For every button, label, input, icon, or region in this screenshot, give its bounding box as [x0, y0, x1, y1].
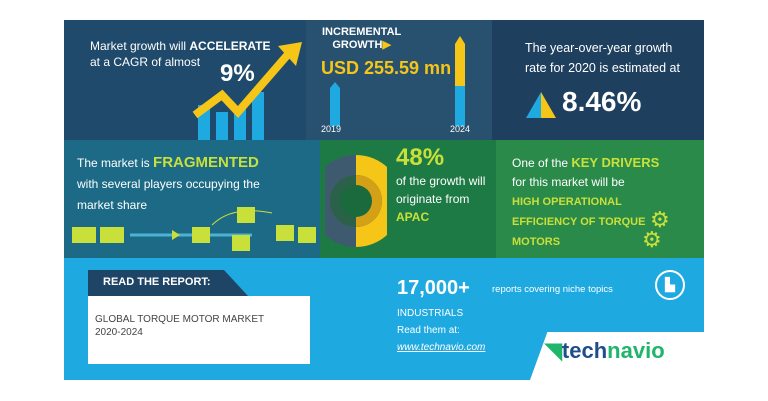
- buildings-icon: [72, 207, 316, 251]
- region-line2: originate from: [396, 192, 470, 206]
- fragmented-line3: market share: [77, 198, 148, 212]
- panel-yoy: [492, 20, 704, 140]
- report-years: 2020-2024: [95, 327, 143, 338]
- read-label: Read them at:: [397, 325, 460, 336]
- logo-bg: [530, 332, 704, 380]
- yoy-value: 8.46%: [562, 86, 642, 117]
- incremental-value: USD 255.59 mn: [321, 58, 452, 78]
- year-2019: 2019: [321, 124, 342, 134]
- report-title-text: GLOBAL TORQUE MOTOR MARKET: [95, 314, 265, 325]
- cagr-line2: at a CAGR of almost: [90, 55, 201, 69]
- year-2024: 2024: [450, 124, 471, 134]
- report-title: GLOBAL TORQUE MOTOR MARKET 2020-2024: [95, 313, 264, 339]
- footer-text: INDUSTRIALS Read them at: www.technavio.co…: [397, 305, 485, 356]
- category: INDUSTRIALS: [397, 308, 464, 319]
- region-line1: of the growth will: [396, 174, 486, 188]
- incremental-label: INCREMENTAL GROWTH▶: [322, 26, 401, 52]
- fragmented-text: The market is FRAGMENTED with several pla…: [77, 152, 260, 216]
- drivers-text: One of the KEY DRIVERS for this market wi…: [512, 153, 659, 252]
- bar-2024-base: [455, 86, 465, 126]
- incremental-label2: GROWTH: [332, 39, 383, 51]
- website-link[interactable]: www.technavio.com: [397, 342, 486, 353]
- yoy-line2: rate for 2020 is estimated at: [525, 61, 680, 75]
- report-count: 17,000+: [397, 277, 470, 299]
- report-header-bg: [88, 270, 248, 296]
- fragmented-line2: with several players occupying the: [77, 177, 260, 191]
- cagr-value: 9%: [220, 60, 255, 87]
- bar-2019: [330, 82, 340, 126]
- cagr-line1: Market growth will: [90, 39, 190, 53]
- cagr-bold: ACCELERATE: [189, 39, 271, 53]
- report-count-text: reports covering niche topics: [492, 284, 613, 295]
- driver-line3: MOTORS: [512, 236, 561, 248]
- fragmented-line1: The market is: [77, 156, 154, 170]
- factory-icon: ▙: [655, 270, 685, 300]
- bar-2024-increment: [455, 36, 465, 86]
- yoy-line1: The year-over-year growth: [525, 41, 673, 55]
- incremental-label1: INCREMENTAL: [322, 26, 402, 38]
- drivers-line1: One of the: [512, 156, 572, 170]
- report-card[interactable]: [88, 296, 310, 364]
- cagr-text: Market growth will ACCELERATE at a CAGR o…: [90, 38, 270, 70]
- yoy-text: The year-over-year growth rate for 2020 i…: [525, 38, 680, 78]
- region-name: APAC: [396, 210, 430, 224]
- driver-line2: EFFICIENCY OF TORQUE: [512, 216, 646, 228]
- incremental-bars: [330, 36, 465, 126]
- growth-arrow-icon: [192, 42, 302, 140]
- region-text: of the growth will originate from APAC: [396, 172, 485, 226]
- donut-chart: [325, 155, 387, 247]
- gears-icon: ⚙ ⚙: [642, 207, 670, 252]
- play-icon: ▶: [382, 39, 391, 51]
- panel-drivers: [496, 140, 704, 258]
- logo-navio: navio: [607, 338, 665, 363]
- logo-mark-icon: ◥: [545, 338, 562, 363]
- region-value: 48%: [396, 144, 445, 171]
- fragmented-bold: FRAGMENTED: [153, 154, 259, 171]
- logo-tech: tech: [561, 338, 608, 363]
- drivers-bold: KEY DRIVERS: [571, 155, 660, 170]
- driver-line1: HIGH OPERATIONAL: [512, 196, 622, 208]
- report-header: READ THE REPORT:: [103, 276, 211, 288]
- drivers-line2: for this market will be: [512, 175, 625, 189]
- triangle-up-icon: [526, 92, 556, 118]
- technavio-logo: ◥technavio: [545, 338, 665, 364]
